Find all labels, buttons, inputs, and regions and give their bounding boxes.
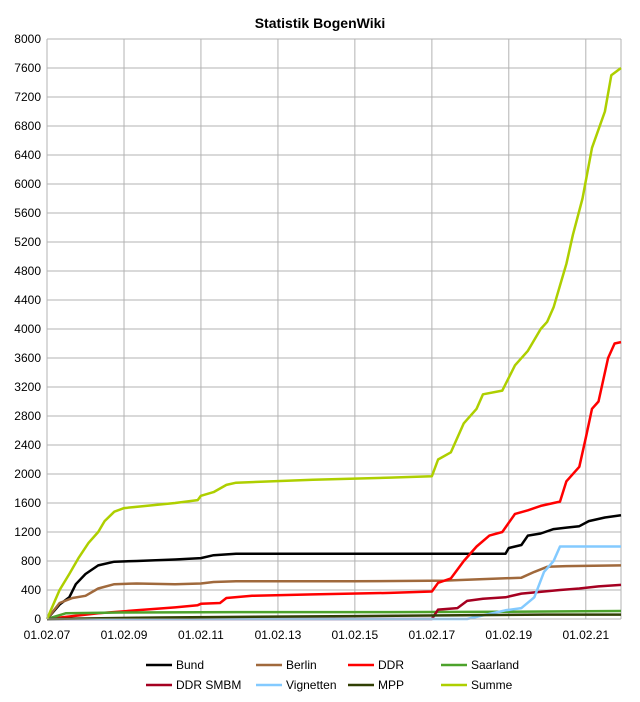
series-line-berlin [46, 564, 622, 620]
y-tick-label: 0 [34, 612, 41, 626]
axis-layer: 0 400 800 1200 1600 2000 2400 2800 3200 3600 4000 4… [14, 32, 621, 642]
y-tick-label: 8000 [14, 32, 41, 46]
grid-layer [46, 38, 622, 620]
series-line-bund [46, 514, 622, 620]
legend-label-berlin: Berlin [286, 658, 317, 672]
y-tick-label: 5200 [14, 235, 41, 249]
series-line-mpp [46, 613, 621, 621]
y-tick-label: 1600 [14, 496, 41, 510]
y-tick-label: 5600 [14, 206, 41, 220]
y-tick-label: 2400 [14, 438, 41, 452]
legend-label-summe: Summe [471, 678, 513, 692]
y-tick-label: 3200 [14, 380, 41, 394]
legend-label-ddr: DDR [378, 658, 404, 672]
series-line-summe [45, 67, 622, 620]
legend-label-mpp: MPP [378, 678, 404, 692]
series-line-ddr-smbm [47, 583, 622, 621]
series-line-ddr [46, 340, 622, 621]
y-tick-label: 7600 [14, 61, 41, 75]
x-tick-label: 01.02.15 [332, 628, 379, 642]
series-layer [45, 67, 622, 621]
y-tick-label: 800 [21, 554, 41, 568]
chart-title: Statistik BogenWiki [255, 15, 386, 31]
x-tick-label: 01.02.13 [255, 628, 302, 642]
legend-label-ddr-smbm: DDR SMBM [176, 678, 241, 692]
y-tick-label: 4400 [14, 293, 41, 307]
y-tick-label: 6400 [14, 148, 41, 162]
x-tick-label: 01.02.17 [409, 628, 456, 642]
y-tick-label: 2000 [14, 467, 41, 481]
x-tick-label: 01.02.21 [562, 628, 609, 642]
x-tick-label: 01.02.19 [485, 628, 532, 642]
x-tick-label: 01.02.09 [101, 628, 148, 642]
x-tick-label: 01.02.07 [24, 628, 71, 642]
y-tick-label: 4800 [14, 264, 41, 278]
y-tick-label: 6800 [14, 119, 41, 133]
legend: Bund Berlin DDR Saarland DDR SMBM Vignetten MP… [146, 658, 519, 692]
legend-label-bund: Bund [176, 658, 204, 672]
y-tick-label: 7200 [14, 90, 41, 104]
legend-label-vignetten: Vignetten [286, 678, 337, 692]
y-tick-label: 3600 [14, 351, 41, 365]
x-tick-label: 01.02.11 [178, 628, 224, 642]
y-tick-label: 6000 [14, 177, 41, 191]
legend-label-saarland: Saarland [471, 658, 519, 672]
series-line-vignetten [47, 545, 621, 621]
y-tick-label: 2800 [14, 409, 41, 423]
y-tick-label: 1200 [14, 525, 41, 539]
y-tick-label: 4000 [14, 322, 41, 336]
y-tick-label: 400 [21, 583, 41, 597]
series-line-saarland [46, 609, 622, 621]
